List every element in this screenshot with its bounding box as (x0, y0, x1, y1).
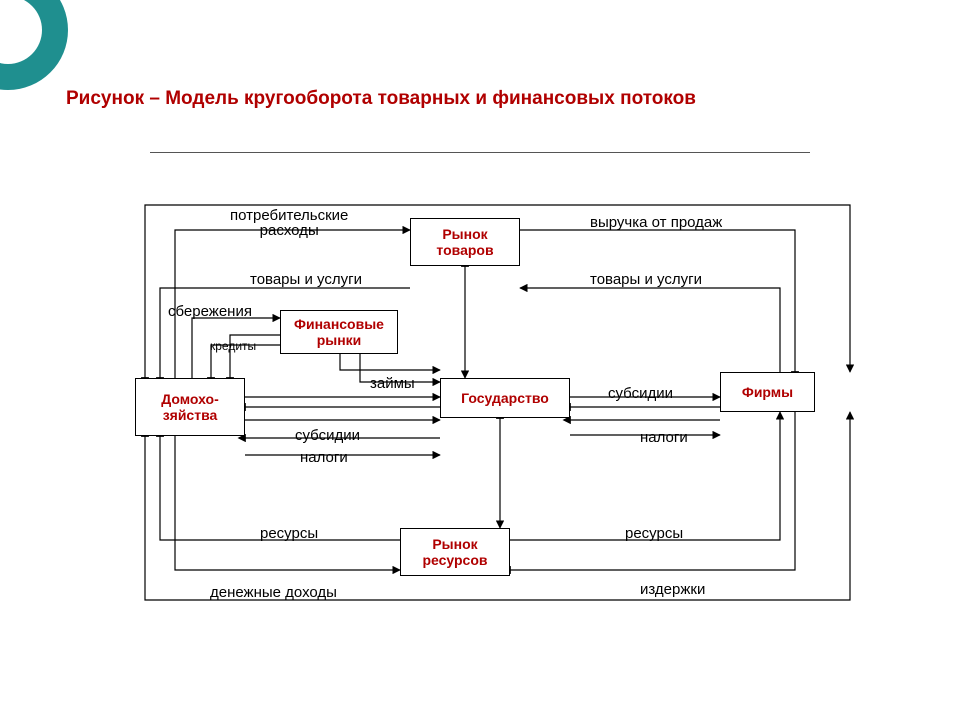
edge-label-resources-l: ресурсы (260, 526, 318, 541)
edge-label-money-income: денежные доходы (210, 585, 337, 600)
node-fin-markets: Финансовые рынки (280, 310, 398, 354)
node-households: Домохо- зяйства (135, 378, 245, 436)
edge-label-taxes-l: налоги (300, 450, 348, 465)
edges-layer (0, 0, 960, 720)
node-goods-market: Рынок товаров (410, 218, 520, 266)
edge-label-loans: займы (370, 376, 415, 391)
node-government: Государство (440, 378, 570, 418)
node-res-market: Рынок ресурсов (400, 528, 510, 576)
edge-label-consumer-spending: потребительские расходы (230, 208, 348, 238)
edge-label-taxes-r: налоги (640, 430, 688, 445)
edge-label-sales-revenue: выручка от продаж (590, 215, 722, 230)
node-firms: Фирмы (720, 372, 815, 412)
edge-label-credits: кредиты (210, 340, 256, 352)
edge-label-subsidies-l: субсидии (295, 428, 360, 443)
edge-label-resources-r: ресурсы (625, 526, 683, 541)
edge-label-costs: издержки (640, 582, 705, 597)
flow-diagram: Домохо- зяйства Рынок товаров Финансовые… (0, 0, 960, 720)
edge-label-goods-services-l: товары и услуги (250, 272, 362, 287)
edge-label-goods-services-r: товары и услуги (590, 272, 702, 287)
edge-label-subsidies-r: субсидии (608, 386, 673, 401)
edge-label-savings: сбережения (168, 304, 252, 319)
